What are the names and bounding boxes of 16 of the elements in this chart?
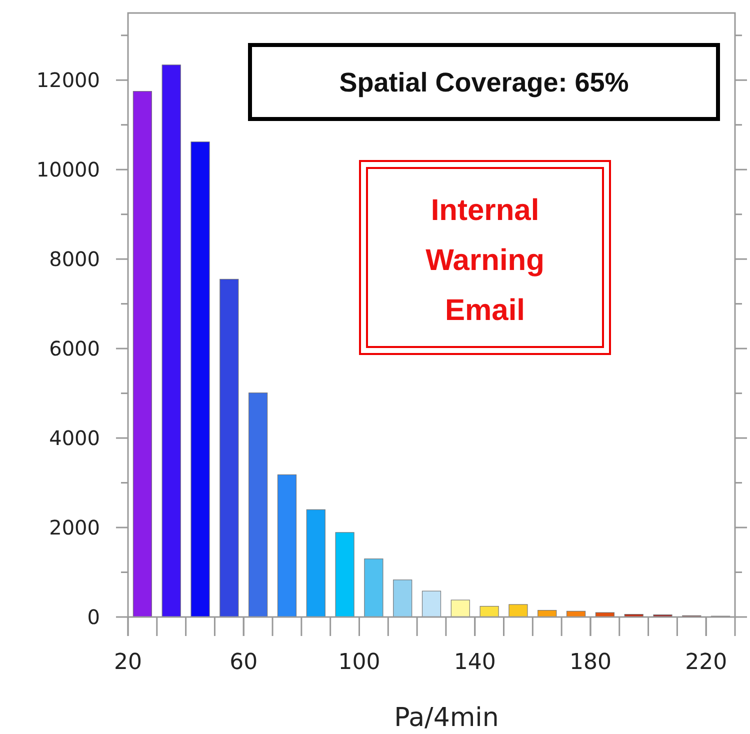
annotation: Spatial Coverage: 65% [339, 67, 629, 98]
y-tick-label: 2000 [49, 516, 100, 540]
x-tick-label: 140 [454, 650, 496, 675]
annotation: Internal Warning Email [426, 194, 544, 327]
y-tick-label: 12000 [36, 68, 100, 92]
x-tick-label: 220 [685, 650, 728, 675]
y-tick-label: 4000 [49, 426, 100, 450]
x-tick-label: 60 [230, 650, 258, 675]
y-tick-label: 0 [87, 605, 100, 629]
x-tick-label: 100 [338, 650, 380, 675]
y-tick-label: 8000 [49, 247, 100, 272]
x-axis-title: Pa/4min [394, 703, 499, 733]
x-tick-label: 180 [569, 650, 612, 675]
y-tick-label: 6000 [49, 336, 100, 361]
x-tick-label: 20 [114, 650, 142, 675]
y-tick-label: 10000 [36, 158, 100, 182]
